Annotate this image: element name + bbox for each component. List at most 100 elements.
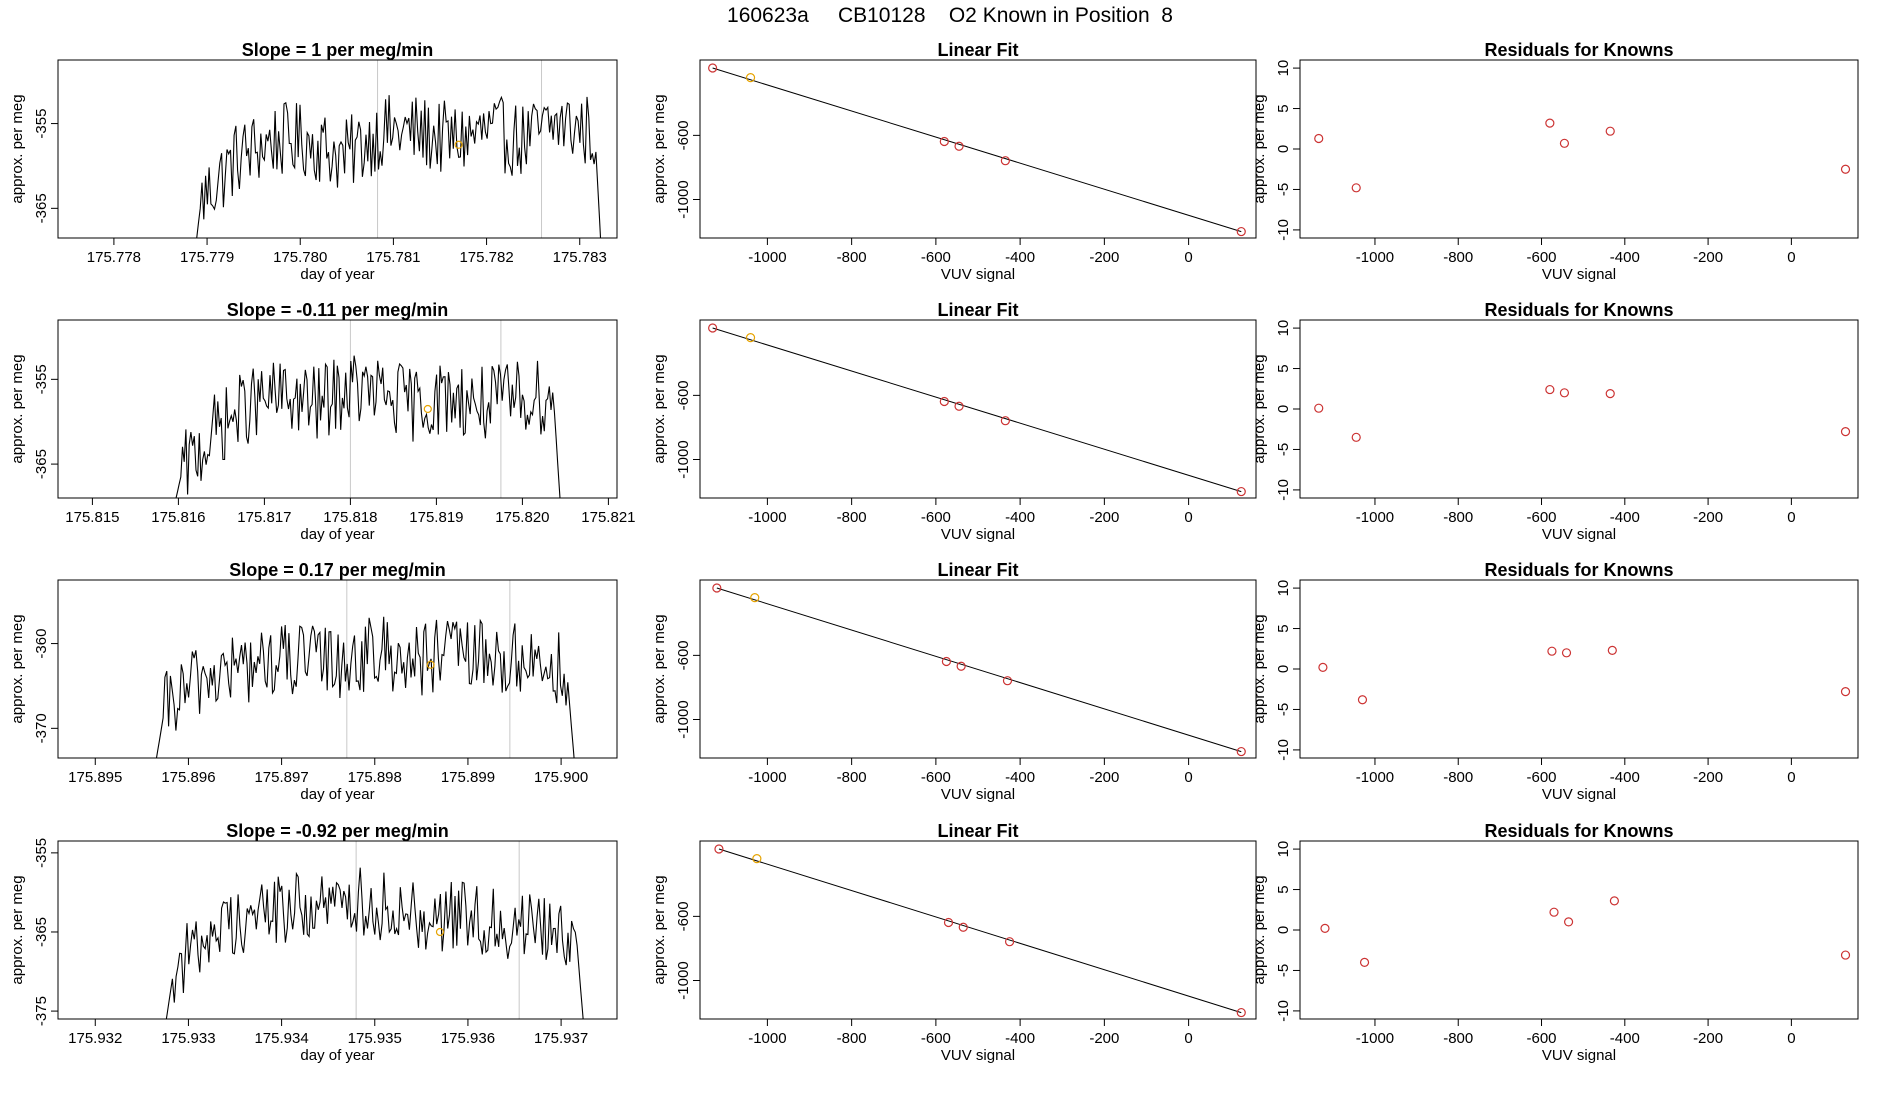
x-tick-label: -600 — [921, 509, 951, 526]
plot-area — [155, 580, 575, 758]
y-tick-label: -1000 — [675, 961, 692, 999]
x-tick-label: -800 — [837, 1030, 867, 1047]
x-tick-label: -600 — [1527, 769, 1557, 786]
data-point — [1314, 133, 1324, 144]
y-axis-label: approx. per meg — [1251, 94, 1268, 203]
data-point — [752, 854, 762, 864]
fit-line — [712, 67, 1242, 233]
x-tick-label: -400 — [1005, 249, 1035, 266]
known-marker — [423, 404, 432, 414]
chart-title: Slope = 1 per meg/min — [242, 40, 434, 60]
x-axis-label: day of year — [300, 786, 374, 803]
x-tick-label: 175.820 — [495, 509, 549, 526]
x-tick-label: -800 — [1443, 509, 1473, 526]
x-axis-label: VUV signal — [1542, 786, 1616, 803]
x-tick-label: 175.783 — [553, 249, 607, 266]
x-tick-label: -1000 — [1356, 1030, 1394, 1047]
y-tick-label: -600 — [675, 640, 692, 670]
plot-frame — [699, 319, 1257, 499]
x-axis-label: day of year — [300, 526, 374, 543]
x-tick-label: 175.896 — [161, 769, 215, 786]
chart-panel-residuals-row4: Residuals for Knowns-1000 -800 -600 -400 -20… — [1251, 821, 1859, 1064]
x-tick-label: 175.779 — [180, 249, 234, 266]
data-point — [1840, 687, 1851, 697]
y-tick-label: -365 — [33, 193, 50, 223]
plot-area — [196, 60, 602, 238]
data-point — [708, 323, 718, 333]
chart-panel-linear-fit-row1: Linear Fit -1000 -800 -600 -400 -200 0 -600 -100… — [651, 40, 1257, 283]
chart-panel-linear-fit-row2: Linear Fit -1000 -800 -600 -400 -200 0 -600 -100… — [651, 300, 1257, 543]
plot-frame — [57, 319, 618, 499]
chart-title: Slope = 0.17 per meg/min — [229, 560, 446, 580]
x-tick-label: 175.781 — [366, 249, 420, 266]
x-axis-label: VUV signal — [1542, 266, 1616, 283]
x-tick-label: -800 — [837, 769, 867, 786]
data-point — [1351, 183, 1361, 193]
plot-area — [1314, 384, 1851, 442]
x-tick-label: 175.897 — [254, 769, 308, 786]
y-axis-label: approx. per meg — [651, 614, 668, 723]
chart-title: Linear Fit — [937, 40, 1018, 60]
y-tick-label: 0 — [1275, 405, 1292, 413]
plot-frame — [699, 840, 1257, 1020]
data-point — [745, 333, 756, 343]
y-tick-label: 5 — [1275, 364, 1292, 372]
y-tick-label: -10 — [1275, 739, 1292, 761]
chart-title: Residuals for Knowns — [1484, 300, 1673, 320]
x-tick-label: 0 — [1787, 1030, 1795, 1047]
y-tick-label: -365 — [33, 917, 50, 947]
plot-frame — [57, 579, 618, 759]
data-point — [750, 593, 760, 603]
x-tick-label: -200 — [1693, 1030, 1723, 1047]
known-marker — [426, 660, 435, 669]
data-point — [1357, 695, 1368, 705]
x-axis-label: VUV signal — [1542, 526, 1616, 543]
data-point — [941, 656, 952, 667]
x-tick-label: 175.933 — [161, 1030, 215, 1047]
x-tick-label: -200 — [1089, 1030, 1119, 1047]
data-point — [1236, 226, 1246, 237]
data-point — [1549, 907, 1559, 917]
data-point — [939, 136, 949, 147]
x-tick-label: -400 — [1610, 509, 1640, 526]
y-tick-label: 5 — [1275, 104, 1292, 112]
data-point — [1840, 427, 1851, 437]
x-axis-label: VUV signal — [941, 1047, 1015, 1064]
plot-frame — [1299, 840, 1859, 1020]
x-tick-label: -200 — [1089, 769, 1119, 786]
data-point — [1314, 403, 1324, 413]
known-marker — [435, 927, 445, 937]
data-point — [1236, 1007, 1246, 1018]
x-tick-label: 175.936 — [441, 1030, 495, 1047]
y-tick-label: -10 — [1275, 219, 1292, 241]
x-tick-label: -200 — [1693, 509, 1723, 526]
y-tick-label: 0 — [1275, 926, 1292, 934]
x-tick-label: -1000 — [748, 509, 786, 526]
y-axis-label: approx. per meg — [1251, 614, 1268, 723]
x-tick-label: -1000 — [748, 769, 786, 786]
plot-area — [1320, 896, 1851, 967]
chart-title: Linear Fit — [937, 300, 1018, 320]
data-point — [1002, 676, 1013, 686]
x-tick-label: 175.898 — [348, 769, 402, 786]
plot-frame — [1299, 59, 1859, 239]
data-point — [1547, 646, 1557, 656]
data-point — [1000, 416, 1010, 426]
x-tick-label: 0 — [1787, 769, 1795, 786]
x-tick-label: -800 — [837, 509, 867, 526]
known-marker — [454, 140, 463, 149]
plot-area — [165, 841, 584, 1019]
y-tick-label: 10 — [1275, 580, 1292, 597]
x-tick-label: 175.900 — [534, 769, 588, 786]
fit-line — [718, 848, 1242, 1014]
y-tick-label: -600 — [675, 901, 692, 931]
chart-panel-linear-fit-row3: Linear Fit -1000 -800 -600 -400 -200 0 -600 -100… — [651, 560, 1257, 803]
data-point — [1840, 950, 1851, 960]
x-tick-label: 175.780 — [273, 249, 327, 266]
y-axis-label: approx. per meg — [1251, 354, 1268, 463]
fit-line — [712, 327, 1242, 493]
time-series-line — [175, 355, 561, 498]
plot-area — [714, 844, 1246, 1018]
plot-frame — [1299, 579, 1859, 759]
x-tick-label: 0 — [1787, 509, 1795, 526]
